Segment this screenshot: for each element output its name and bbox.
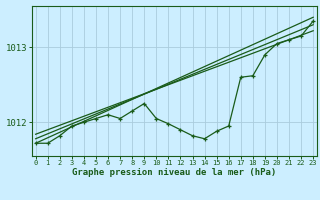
X-axis label: Graphe pression niveau de la mer (hPa): Graphe pression niveau de la mer (hPa) bbox=[72, 168, 276, 177]
